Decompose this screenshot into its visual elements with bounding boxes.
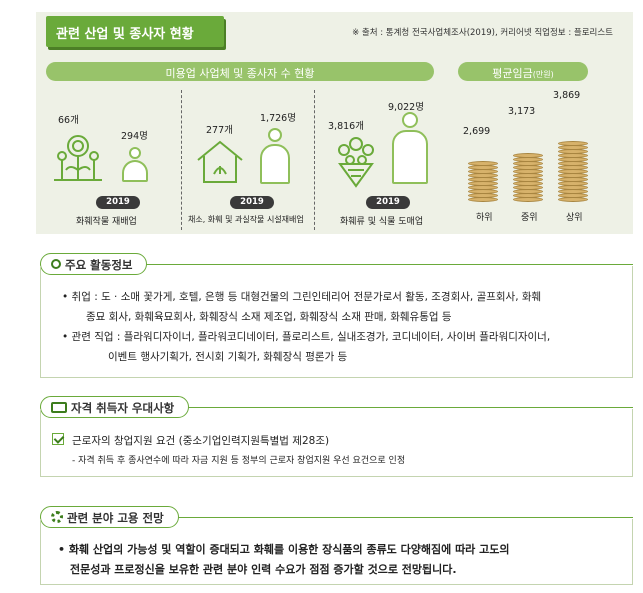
flower-icon [54,135,102,181]
outlook-box [40,519,633,585]
industry-panel: 관련 산업 및 종사자 현황 ※ 출처 : 통계청 전국사업체조사(2019),… [36,12,633,234]
wage-value-mid: 3,173 [508,106,536,117]
outlook-title: 관련 분야 고용 전망 [67,511,164,525]
business-count: 277개 [206,125,233,136]
worker-count: 9,022명 [388,102,424,113]
person-icon [260,144,290,184]
group-caption: 화훼류 및 식물 도매업 [340,217,424,227]
checkbox-icon [52,433,64,445]
wage-value-high: 3,869 [553,90,581,101]
wage-value-low: 2,699 [463,126,491,137]
group-greenhouse: 277개 1,726명 2019 채소, 화훼 및 과실작물 시설재배업 [186,94,314,234]
wage-header-unit: (만원) [532,70,554,79]
divider [181,90,182,230]
year-badge: 2019 [366,196,410,209]
activities-line: • 관련 직업 : 플라워디자이너, 플라워코디네이터, 플로리스트, 실내조경… [62,331,551,343]
search-icon [51,259,61,269]
business-header: 미용업 사업체 및 종사자 수 현황 [46,62,434,81]
source-note: ※ 출처 : 통계청 전국사업체조사(2019), 커리어넷 직업정보 : 플로… [352,28,613,38]
outlook-tab: 관련 분야 고용 전망 [40,506,179,528]
worker-count: 294명 [121,131,148,142]
business-count: 66개 [58,115,79,126]
coin-stack-mid [513,153,543,202]
industry-title: 관련 산업 및 종사자 현황 [46,16,224,47]
wage-label-high: 상위 [566,213,583,223]
preference-detail: - 자격 취득 후 종사연수에 따라 자금 지원 등 정부의 근로자 창업지원 … [72,456,406,466]
person-head-icon [402,112,418,128]
coin [513,197,543,202]
outlook-line: • 화훼 산업의 가능성 및 역할이 증대되고 화훼를 이용한 장식품의 종류도… [58,543,510,556]
gear-icon [51,511,63,523]
coin [558,197,588,202]
preference-tab: 자격 취득자 우대사항 [40,396,190,418]
wage-label-low: 하위 [476,213,493,223]
person-head-icon [268,128,282,142]
activities-line: • 취업 : 도 · 소매 꽃가게, 호텔, 은행 등 대형건물의 그린인테리어… [62,291,542,303]
preference-title: 자격 취득자 우대사항 [71,401,175,415]
worker-count: 1,726명 [260,113,296,124]
wage-header: 평균임금(만원) [458,62,588,81]
id-card-icon [51,402,67,413]
group-flower-wholesale: 3,816개 9,022명 2019 화훼류 및 식물 도매업 [320,94,450,234]
activities-line: 종묘 회사, 화훼육묘회사, 화훼장식 소재 제조업, 화훼장식 소재 판매, … [86,311,452,323]
person-head-icon [129,147,141,159]
coin [468,197,498,202]
group-caption: 화훼작물 재배업 [76,217,137,227]
preference-box [40,409,633,477]
activities-tab: 주요 활동정보 [40,253,148,275]
activities-title: 주요 활동정보 [65,258,133,272]
bouquet-icon [338,137,374,188]
wage-label-mid: 중위 [521,213,538,223]
person-icon [122,160,148,182]
section-line [40,264,633,265]
section-line [40,407,633,408]
divider [314,90,315,230]
business-count: 3,816개 [328,121,364,132]
year-badge: 2019 [96,196,140,209]
year-badge: 2019 [230,196,274,209]
coin-stack-high [558,141,588,202]
section-line [40,517,633,518]
greenhouse-icon [197,140,243,183]
outlook-line: 전문성과 프로정신을 보유한 관련 분야 인력 수요가 점점 증가할 것으로 전… [70,563,457,576]
wage-header-main: 평균임금 [492,67,533,80]
coin-stack-low [468,161,498,202]
activities-box [40,266,633,378]
group-caption: 채소, 화훼 및 과실작물 시설재배업 [188,215,304,224]
person-icon [392,130,428,184]
group-flower-cultivation: 66개 294명 2019 화훼작물 재배업 [36,94,176,234]
activities-line: 이벤트 행사기획가, 전시회 기획가, 화훼장식 평론가 등 [108,351,348,363]
preference-item: 근로자의 창업지원 요건 (중소기업인력지원특별법 제28조) [72,435,330,447]
